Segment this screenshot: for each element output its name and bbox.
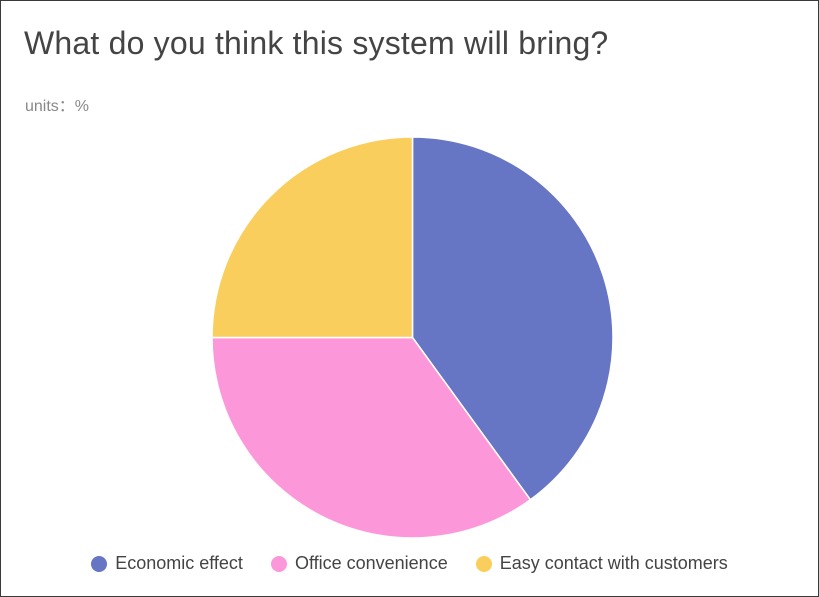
chart-legend: Economic effect Office convenience Easy … [1,553,818,574]
pie-slice-office-convenience[interactable] [211,336,532,539]
chart-units: units：% [25,98,90,115]
chart-title: What do you think this system will bring… [24,25,609,61]
pie-slice-economic-effect[interactable] [411,136,614,501]
legend-marker-easy-contact [475,555,492,572]
legend-item-easy-contact[interactable]: Easy contact with customers [475,553,728,574]
legend-label-economic-effect: Economic effect [115,553,243,573]
legend-label-easy-contact: Easy contact with customers [499,553,728,573]
legend-marker-office-convenience [270,555,287,572]
legend-marker-economic-effect [91,555,108,572]
legend-item-economic-effect[interactable]: Economic effect [91,553,243,574]
pie-slice-easy-contact[interactable] [211,136,414,339]
legend-label-office-convenience: Office convenience [294,553,448,573]
legend-item-office-convenience[interactable]: Office convenience [270,553,448,574]
pie-slices [211,136,614,539]
